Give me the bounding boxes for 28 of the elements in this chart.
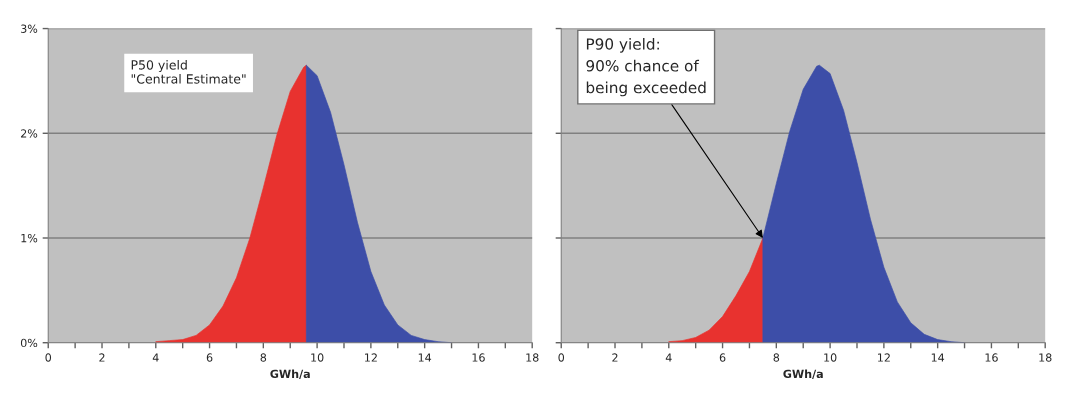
annotation: P90 yield: 90% chance of being exceeded: [586, 37, 706, 97]
x-axis-title: GWh/a: [783, 369, 823, 379]
x-tick-label: 8: [260, 353, 267, 362]
x-tick-label: 2: [99, 353, 105, 362]
x-tick-label: 8: [773, 353, 780, 362]
y-tick-label: 0%: [20, 338, 38, 348]
y-tick-label: 3%: [21, 24, 38, 33]
annotation: P50 yield "Central Estimate": [131, 59, 246, 84]
x-tick-label: 6: [206, 353, 213, 362]
y-tick-label: 1%: [21, 233, 38, 243]
x-tick-label: 12: [365, 353, 377, 362]
x-tick-label: 10: [824, 353, 837, 362]
x-axis-title: GWh/a: [270, 369, 310, 379]
x-tick-label: 18: [1039, 353, 1052, 362]
x-tick-label: 6: [719, 353, 726, 362]
x-tick-label: 4: [152, 353, 159, 362]
x-tick-label: 0: [45, 353, 52, 362]
x-tick-label: 16: [985, 353, 998, 362]
x-tick-label: 14: [418, 353, 432, 362]
x-tick-label: 16: [472, 353, 485, 362]
y-tick-label: 2%: [21, 129, 38, 138]
x-tick-label: 4: [665, 353, 672, 362]
x-tick-label: 14: [931, 353, 945, 362]
x-tick-label: 18: [526, 353, 539, 362]
x-tick-label: 10: [311, 353, 324, 362]
x-tick-label: 12: [878, 353, 890, 362]
x-tick-label: 0: [558, 353, 565, 362]
x-tick-label: 2: [612, 353, 618, 362]
